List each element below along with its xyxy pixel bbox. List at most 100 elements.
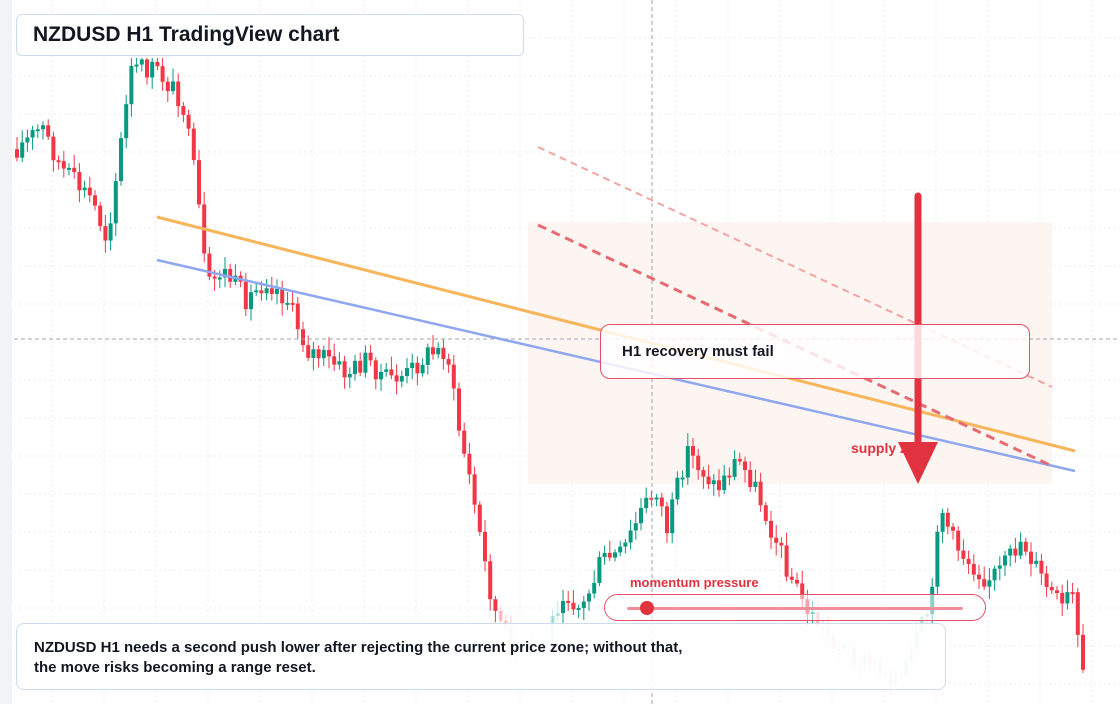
bearish-candle	[971, 563, 976, 575]
commentary-line-1: NZDUSD H1 needs a second push lower afte…	[34, 639, 683, 656]
bearish-candle	[103, 226, 108, 241]
bearish-candle	[1070, 592, 1075, 595]
bearish-candle	[145, 59, 149, 78]
bearish-candle	[472, 474, 477, 505]
bullish-candle	[20, 142, 25, 158]
bullish-candle	[321, 350, 326, 359]
commentary-line-2: the move risks becoming a range reset.	[34, 659, 316, 676]
bearish-candle	[717, 480, 721, 491]
bullish-candle	[1034, 560, 1039, 564]
bearish-candle	[743, 461, 747, 470]
bullish-candle	[628, 530, 633, 543]
bullish-candle	[618, 546, 623, 553]
bearish-candle	[737, 459, 742, 462]
bullish-candle	[254, 290, 259, 293]
bearish-candle	[1060, 592, 1065, 604]
bearish-candle	[269, 288, 274, 294]
bearish-candle	[61, 161, 66, 169]
left-edge-strip	[0, 0, 12, 704]
bearish-candle	[93, 195, 97, 206]
bearish-candle	[571, 602, 576, 610]
bearish-candle	[462, 430, 467, 454]
bullish-candle	[30, 130, 35, 138]
bearish-candle	[966, 558, 971, 564]
bearish-candle	[607, 552, 612, 558]
bullish-candle	[25, 137, 30, 143]
bearish-candle	[15, 149, 19, 158]
title-box: NZDUSD H1 TradingView chart	[16, 14, 524, 56]
bearish-candle	[394, 375, 399, 382]
bearish-candle	[961, 550, 966, 559]
bearish-candle	[207, 253, 212, 277]
bearish-candle	[665, 506, 669, 534]
bearish-candle	[649, 497, 654, 500]
page-title: NZDUSD H1 TradingView chart	[33, 23, 340, 46]
bullish-candle	[680, 477, 685, 480]
bullish-candle	[576, 608, 581, 611]
bullish-candle	[353, 360, 357, 374]
bearish-candle	[290, 302, 295, 305]
bullish-candle	[113, 181, 118, 224]
bullish-candle	[150, 61, 155, 78]
bearish-candle	[691, 446, 695, 456]
bearish-candle	[1081, 634, 1085, 670]
bearish-candle	[498, 610, 503, 621]
bullish-candle	[405, 367, 409, 377]
bullish-candle	[275, 288, 279, 294]
bullish-candle	[602, 552, 607, 558]
bullish-candle	[223, 268, 227, 278]
bearish-candle	[1013, 548, 1018, 556]
bearish-candle	[774, 537, 779, 543]
bearish-candle	[1075, 592, 1080, 635]
bullish-candle	[363, 352, 368, 373]
bearish-candle	[155, 61, 160, 67]
bullish-candle	[108, 223, 113, 241]
bearish-candle	[165, 81, 170, 92]
bullish-candle	[670, 499, 675, 534]
bullish-candle	[732, 459, 737, 477]
bearish-candle	[701, 470, 706, 477]
bullish-candle	[1018, 541, 1023, 556]
bullish-candle	[67, 167, 71, 170]
commentary-box: NZDUSD H1 needs a second push lower afte…	[16, 623, 946, 690]
bearish-candle	[327, 350, 331, 357]
bullish-candle	[171, 81, 175, 92]
bearish-candle	[176, 81, 181, 107]
bearish-candle	[181, 106, 186, 115]
bullish-candle	[753, 481, 758, 488]
bearish-candle	[696, 455, 701, 471]
bullish-candle	[124, 104, 129, 139]
bullish-candle	[384, 369, 389, 372]
bullish-candle	[436, 347, 441, 355]
bearish-candle	[457, 388, 461, 431]
bullish-candle	[139, 59, 144, 65]
bearish-candle	[769, 520, 773, 538]
bullish-candle	[592, 582, 597, 594]
bearish-candle	[191, 128, 196, 161]
bearish-candle	[368, 352, 373, 361]
bearish-candle	[945, 512, 950, 527]
bearish-candle	[706, 476, 711, 485]
bearish-candle	[982, 579, 987, 587]
bullish-candle	[41, 125, 45, 130]
bullish-candle	[264, 288, 269, 294]
bearish-candle	[243, 281, 248, 310]
bearish-candle	[1039, 560, 1044, 574]
bullish-candle	[561, 600, 565, 614]
bearish-candle	[373, 360, 378, 380]
bullish-candle	[1065, 592, 1070, 604]
bearish-candle	[389, 369, 394, 376]
bullish-candle	[675, 477, 680, 500]
bearish-candle	[301, 329, 305, 346]
bearish-candle	[566, 600, 571, 603]
down-arrow-icon	[898, 192, 938, 484]
bearish-candle	[800, 583, 805, 600]
bearish-candle	[441, 347, 446, 360]
bullish-candle	[311, 349, 316, 358]
bearish-candle	[186, 114, 191, 129]
bearish-candle	[488, 561, 493, 600]
bullish-candle	[337, 361, 342, 365]
bullish-candle	[1003, 555, 1007, 566]
bearish-candle	[46, 125, 51, 137]
bearish-candle	[956, 530, 961, 551]
